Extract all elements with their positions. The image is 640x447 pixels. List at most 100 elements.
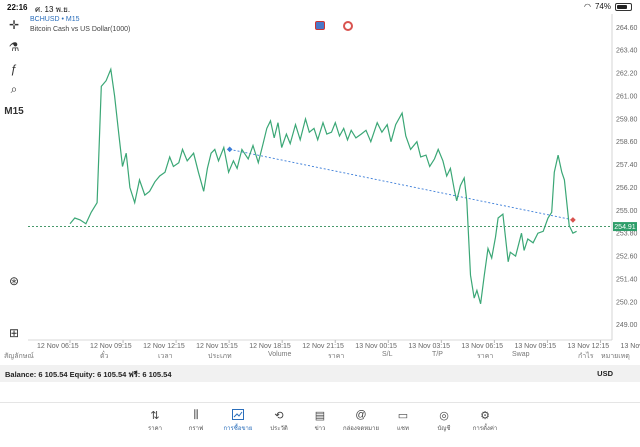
y-tick-label: 249.00 [616,322,638,329]
quotes-icon: ⇅ [150,410,160,422]
x-tick-label: 12 Nov 15:15 [196,343,238,349]
col-swap[interactable]: Swap [512,351,530,358]
news-icon: ▤ [314,410,326,422]
wifi-icon: ◠ [584,2,591,11]
status-right: ◠ 74% [584,2,632,11]
nav-trade[interactable]: การซื้อขาย [218,409,258,433]
col-volume[interactable]: Volume [268,351,292,358]
balance-text: Balance: 6 105.54 Equity: 6 105.54 ฟรี: … [5,370,172,379]
x-tick-label: 12 Nov 06:15 [37,343,79,349]
x-tick-label: 12 Nov 12:15 [143,343,185,349]
balance-row: Balance: 6 105.54 Equity: 6 105.54 ฟรี: … [0,365,640,382]
add-window-icon[interactable]: ⊞ [8,326,20,340]
crosshair-icon[interactable]: ✛ [8,18,20,32]
x-tick-label: 13 Nov 03:15 [408,343,450,349]
signal-icon[interactable] [343,21,353,31]
nav-quotes-label: ราคา [148,426,162,432]
y-tick-label: 256.20 [616,185,638,192]
nav-charts[interactable]: ⫼ กราฟ [176,409,216,433]
mailbox-icon: @ [355,409,367,421]
x-tick-label: 13 Nov 06:15 [461,343,503,349]
chat-icon: ▭ [397,410,409,422]
one-click-trading-icon[interactable] [315,21,325,30]
y-tick-label: 250.20 [616,299,638,306]
timeframe-button[interactable]: M15 [4,105,24,117]
status-date: ศ. 13 พ.ย. [35,5,71,14]
nav-charts-label: กราฟ [188,426,204,432]
battery-fill [617,4,627,9]
nav-history[interactable]: ⟲ ประวัติ [259,409,299,433]
nav-quotes[interactable]: ⇅ ราคา [135,409,175,433]
history-icon: ⟲ [274,410,284,422]
x-tick-label: 12 Nov 09:15 [90,343,132,349]
nav-mailbox-label: กล่องจดหมาย [342,426,380,432]
nav-settings[interactable]: ⚙ การตั้งค่า [465,409,505,433]
nav-trade-label: การซื้อขาย [223,426,253,432]
current-price-label: 254.91 [614,224,636,231]
status-time: 22:16 [7,3,28,12]
bottom-navigation: ⇅ ราคา ⫼ กราฟ การซื้อขาย ⟲ ประวัติ ▤ ข่าว @ ก… [0,402,640,447]
x-tick-label: 13 Nov 12:15 [568,343,610,349]
y-tick-label: 251.40 [616,276,638,283]
current-price-badge: 254.91 [613,222,637,232]
col-type[interactable]: ประเภท [208,353,232,360]
nav-chat-label: แชท [397,426,409,432]
price-series-line [69,67,577,304]
nav-settings-label: การตั้งค่า [472,426,498,432]
col-price[interactable]: ราคา [328,353,345,360]
candlestick-type-icon[interactable]: ⚗ [8,40,20,54]
col-tp[interactable]: T/P [432,351,443,358]
charts-icon: ⫼ [193,409,199,421]
y-tick-label: 258.60 [616,139,638,146]
chart-symbol[interactable]: BCHUSD • M15 [30,16,80,23]
battery-percent: 74% [594,2,611,11]
balance-currency: USD [597,369,613,378]
trend-line-start-handle[interactable] [226,146,233,153]
col-time[interactable]: เวลา [158,353,173,360]
col-ticket[interactable]: ตั๋ว [100,353,109,360]
trend-line-end-handle[interactable] [570,217,576,223]
col-profit[interactable]: กำไร [578,353,594,360]
chart-toolbar: ✛ ⚗ ƒ ⌕ M15 ⊛ ⊞ [0,14,28,344]
trend-line[interactable] [229,148,574,221]
chart-header-icons [315,21,353,31]
y-tick-label: 261.00 [616,93,638,100]
y-tick-label: 252.60 [616,254,638,261]
trade-icon [218,409,258,423]
nav-news[interactable]: ▤ ข่าว [300,409,340,433]
x-tick-label: 13 Nov 00:15 [355,343,397,349]
y-axis-ticks: 264.60 263.40 262.20 261.00 259.80 258.60 257.… [616,25,638,329]
y-tick-label: 255.00 [616,208,638,215]
x-tick-label: 12 Nov 21:15 [302,343,344,349]
indicators-icon[interactable]: ƒ [10,62,18,76]
y-tick-label: 253.80 [616,231,638,238]
col-price-current[interactable]: ราคา [477,353,494,360]
nav-accounts-label: บัญชี [437,426,451,432]
col-symbol[interactable]: สัญลักษณ์ [4,353,34,360]
chart-plot-area [28,14,612,340]
x-tick-label: 13 Nov 09:15 [514,343,556,349]
x-tick-label: 13 Nov 15:15 [621,343,640,349]
accounts-icon: ◎ [439,410,449,422]
nav-mailbox[interactable]: @ กล่องจดหมาย [341,409,381,433]
x-axis-ticks: 12 Nov 06:15 12 Nov 09:15 12 Nov 12:15 12 N… [37,340,640,349]
col-comment[interactable]: หมายเหตุ [601,353,630,360]
nav-accounts[interactable]: ◎ บัญชี [424,409,464,433]
col-sl[interactable]: S/L [382,351,393,358]
x-tick-label: 12 Nov 18:15 [249,343,291,349]
status-bar: 22:16 ศ. 13 พ.ย. ◠ 74% [0,0,640,14]
nav-news-label: ข่าว [314,426,326,432]
y-tick-label: 264.60 [616,25,638,32]
trade-signal-icon[interactable]: ⊛ [8,274,20,288]
chart-title-block: BCHUSD • M15 Bitcoin Cash vs US Dollar(1… [30,15,130,35]
nav-chat[interactable]: ▭ แชท [383,409,423,433]
nav-history-label: ประวัติ [270,426,288,432]
y-tick-label: 263.40 [616,48,638,55]
price-chart[interactable]: 264.60 263.40 262.20 261.00 259.80 258.60 257.… [0,0,640,349]
y-tick-label: 262.20 [616,71,638,78]
settings-icon: ⚙ [480,410,490,422]
y-tick-label: 259.80 [616,116,638,123]
objects-icon[interactable]: ⌕ [10,81,18,96]
chart-description: Bitcoin Cash vs US Dollar(1000) [30,26,131,33]
positions-table-header: สัญลักษณ์ ตั๋ว เวลา ประเภท Volume ราคา S… [0,349,640,363]
